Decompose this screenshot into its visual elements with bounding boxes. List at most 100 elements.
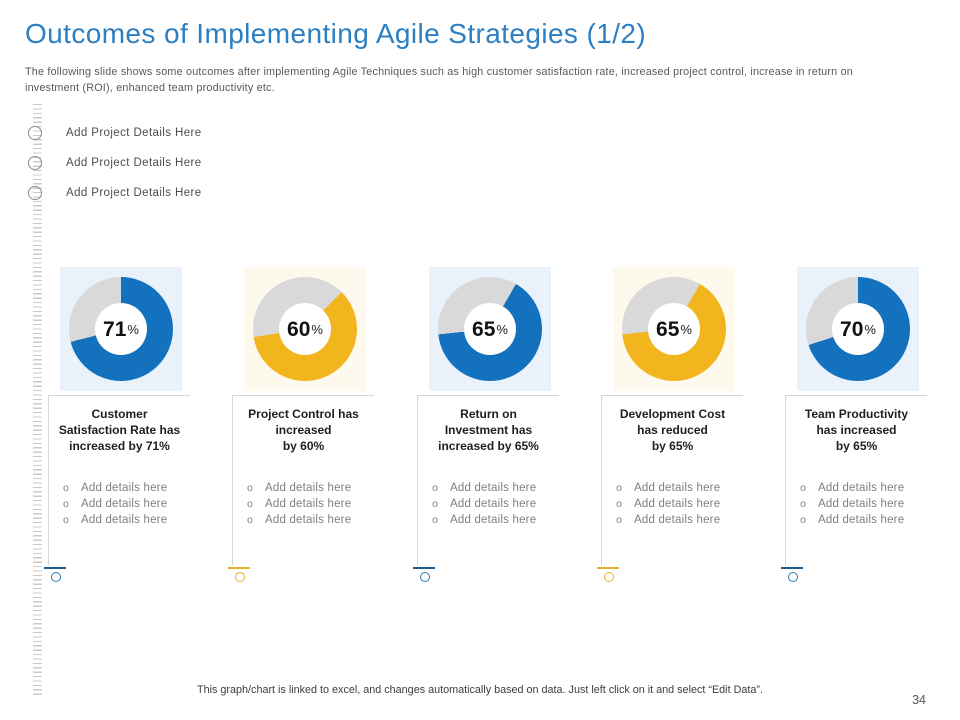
detail-text: Add details here (450, 482, 537, 495)
connector-marker (597, 567, 621, 582)
donut-ring: 65 % (438, 277, 542, 381)
detail-text: Add details here (265, 482, 352, 495)
page-title: Outcomes of Implementing Agile Strategie… (25, 18, 647, 49)
marker-dash-icon (413, 567, 435, 569)
outcome-column: 65 % Development Cost has reduced by 65%… (597, 267, 787, 582)
marker-circle-icon (788, 572, 798, 582)
detail-item: o Add details here (432, 513, 559, 529)
detail-item: o Add details here (616, 497, 743, 513)
outcome-card: Customer Satisfaction Rate has increased… (48, 395, 190, 565)
donut-hole: 70 % (832, 303, 884, 355)
card-details-list: o Add details here o Add details here o Add d… (602, 481, 743, 528)
card-title: Customer Satisfaction Rate has increased… (58, 407, 181, 453)
detail-item: o Add details here (247, 513, 374, 529)
marker-dash-icon (228, 567, 250, 569)
card-details-list: o Add details here o Add details here o Add d… (49, 481, 190, 528)
detail-text: Add details here (634, 482, 721, 495)
slide-description: The following slide shows some outcomes … (25, 66, 853, 95)
donut-hole: 65 % (648, 303, 700, 355)
outcome-column: 70 % Team Productivity has increased by … (781, 267, 960, 582)
detail-bullet: o (247, 498, 254, 510)
bullet-label: Add Project Details Here (66, 127, 202, 139)
detail-item: o Add details here (63, 513, 190, 529)
donut-chart[interactable]: 65 % (429, 267, 551, 391)
detail-bullet: o (800, 498, 807, 510)
detail-bullet: o (432, 482, 439, 495)
marker-circle-icon (235, 572, 245, 582)
donut-ring: 70 % (806, 277, 910, 381)
outcome-card: Project Control has increased by 60% o Ad… (232, 395, 374, 565)
donut-percent-value: 71 (103, 317, 127, 341)
detail-bullet: o (616, 498, 623, 510)
percent-sign: % (496, 321, 508, 337)
outcome-column: 65 % Return on Investment has increased … (413, 267, 603, 582)
card-details-list: o Add details here o Add details here o Add d… (418, 481, 559, 528)
detail-bullet: o (800, 482, 807, 495)
donut-percent-value: 65 (656, 317, 680, 341)
donut-ring: 60 % (253, 277, 357, 381)
detail-bullet: o (616, 482, 623, 495)
donut-chart[interactable]: 60 % (244, 267, 366, 391)
detail-text: Add details here (265, 498, 352, 510)
detail-item: o Add details here (63, 497, 190, 513)
detail-bullet: o (63, 482, 70, 495)
card-title: Development Cost has reduced by 65% (619, 407, 726, 453)
connector-marker (44, 567, 68, 582)
detail-item: o Add details here (800, 481, 927, 497)
detail-item: o Add details here (800, 513, 927, 529)
donut-percent-value: 70 (840, 317, 864, 341)
detail-item: o Add details here (616, 481, 743, 497)
percent-sign: % (680, 321, 692, 337)
percent-sign: % (864, 321, 876, 337)
list-item: Add Project Details Here (28, 118, 202, 148)
bullet-label: Add Project Details Here (66, 187, 202, 199)
detail-text: Add details here (634, 498, 721, 510)
marker-dash-icon (781, 567, 803, 569)
outcome-column: 60 % Project Control has increased by 60… (228, 267, 418, 582)
detail-text: Add details here (818, 482, 905, 495)
circle-bullet-icon (28, 156, 42, 170)
card-details-list: o Add details here o Add details here o Add d… (786, 481, 927, 528)
list-item: Add Project Details Here (28, 178, 202, 208)
marker-circle-icon (420, 572, 430, 582)
donut-ring: 65 % (622, 277, 726, 381)
detail-bullet: o (63, 498, 70, 510)
marker-dash-icon (597, 567, 619, 569)
left-ruler-decoration (33, 104, 42, 696)
detail-item: o Add details here (616, 513, 743, 529)
connector-marker (413, 567, 437, 582)
excel-link-note: This graph/chart is linked to excel, and… (197, 684, 763, 696)
outcome-card: Return on Investment has increased by 65… (417, 395, 559, 565)
detail-item: o Add details here (247, 497, 374, 513)
detail-item: o Add details here (432, 497, 559, 513)
donut-percent-value: 65 (472, 317, 496, 341)
detail-text: Add details here (81, 498, 168, 510)
detail-bullet: o (800, 513, 807, 526)
detail-text: Add details here (81, 482, 168, 495)
detail-bullet: o (432, 513, 439, 526)
donut-hole: 60 % (279, 303, 331, 355)
donut-percent-value: 60 (287, 317, 311, 341)
donut-ring: 71 % (69, 277, 173, 381)
list-item: Add Project Details Here (28, 148, 202, 178)
connector-marker (228, 567, 252, 582)
donut-chart[interactable]: 70 % (797, 267, 919, 391)
bullet-label: Add Project Details Here (66, 157, 202, 169)
detail-bullet: o (247, 513, 254, 526)
detail-bullet: o (616, 513, 623, 526)
detail-item: o Add details here (800, 497, 927, 513)
card-title: Return on Investment has increased by 65… (438, 407, 539, 453)
donut-chart[interactable]: 65 % (613, 267, 735, 391)
donut-hole: 65 % (464, 303, 516, 355)
detail-bullet: o (63, 513, 70, 526)
donut-chart[interactable]: 71 % (60, 267, 182, 391)
percent-sign: % (127, 321, 139, 337)
donut-hole: 71 % (95, 303, 147, 355)
page-number: 34 (912, 693, 926, 707)
percent-sign: % (311, 321, 323, 337)
detail-text: Add details here (265, 513, 352, 526)
marker-circle-icon (51, 572, 61, 582)
card-details-list: o Add details here o Add details here o Add d… (233, 481, 374, 528)
